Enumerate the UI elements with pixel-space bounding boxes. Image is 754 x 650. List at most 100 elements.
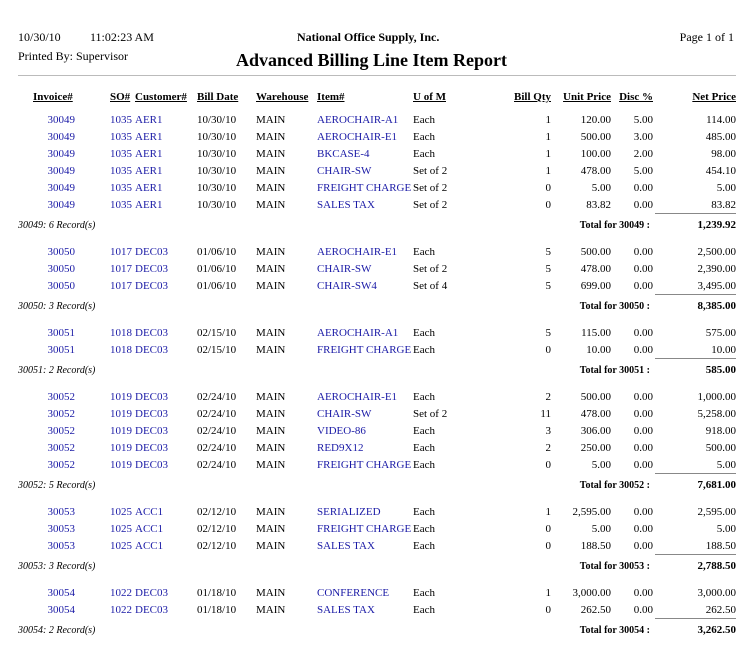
cell: 30052 [47, 391, 76, 403]
column-header: Customer# [135, 91, 187, 103]
cell: 0 [545, 344, 552, 356]
cell: 30054 [47, 604, 76, 616]
cell: DEC03 [135, 587, 168, 599]
cell: 5,258.00 [697, 408, 737, 420]
cell: 1 [545, 506, 552, 518]
cell: 30049 [47, 165, 76, 177]
cell: 5 [545, 263, 552, 275]
cell: 1025 [110, 506, 132, 518]
cell: 1 [545, 131, 552, 143]
cell: 500.00 [580, 246, 611, 258]
cell: AEROCHAIR-E1 [317, 131, 398, 143]
cell: DEC03 [135, 344, 168, 356]
cell: 575.00 [705, 327, 736, 339]
cell: MAIN [256, 114, 286, 126]
cell: 5.00 [716, 459, 736, 471]
cell: 01/06/10 [197, 280, 237, 292]
cell: 01/18/10 [197, 587, 237, 599]
cell: 3.00 [633, 131, 653, 143]
cell: DEC03 [135, 425, 168, 437]
cell: 1 [545, 587, 552, 599]
cell: Each [413, 391, 435, 403]
group-total: 7,681.00 [697, 479, 737, 491]
total-rule [655, 473, 736, 474]
cell: 188.50 [705, 540, 736, 552]
cell: 30052 [47, 425, 76, 437]
cell: MAIN [256, 604, 286, 616]
column-header: U of M [413, 91, 446, 103]
cell: 2,500.00 [697, 246, 737, 258]
cell: 10/30/10 [197, 182, 237, 194]
total-rule [655, 358, 736, 359]
cell: MAIN [256, 344, 286, 356]
cell: 0.00 [633, 182, 653, 194]
cell: CONFERENCE [317, 587, 390, 599]
cell: AEROCHAIR-E1 [317, 391, 398, 403]
cell: 02/12/10 [197, 506, 237, 518]
cell: 2 [545, 391, 552, 403]
cell: 0.00 [633, 391, 653, 403]
cell: 5 [545, 327, 552, 339]
column-header: Bill Date [197, 91, 239, 103]
cell: 0.00 [633, 425, 653, 437]
cell: 30049 [47, 114, 76, 126]
cell: 1018 [110, 344, 132, 356]
report-title: Advanced Billing Line Item Report [236, 50, 508, 70]
cell: Each [413, 425, 435, 437]
cell: 1,000.00 [697, 391, 737, 403]
cell: AER1 [135, 148, 163, 160]
printed-by: Printed By: Supervisor [18, 49, 128, 63]
cell: 0.00 [633, 442, 653, 454]
cell: 0.00 [633, 199, 653, 211]
cell: MAIN [256, 391, 286, 403]
cell: 114.00 [706, 114, 736, 126]
cell: 5 [545, 246, 552, 258]
cell: CHAIR-SW4 [317, 280, 377, 292]
cell: 10/30/10 [197, 148, 237, 160]
cell: AER1 [135, 165, 163, 177]
group-summary: 30052: 5 Record(s) [18, 480, 96, 491]
cell: 3,000.00 [697, 587, 737, 599]
cell: Each [413, 114, 435, 126]
cell: AEROCHAIR-E1 [317, 246, 398, 258]
cell: 1035 [110, 131, 132, 143]
cell: 30052 [47, 408, 76, 420]
cell: 485.00 [705, 131, 736, 143]
cell: DEC03 [135, 604, 168, 616]
cell: Each [413, 148, 435, 160]
cell: 02/12/10 [197, 523, 237, 535]
column-header: Disc % [619, 91, 653, 103]
cell: DEC03 [135, 442, 168, 454]
cell: 30050 [47, 263, 76, 275]
cell: 0.00 [633, 506, 653, 518]
cell: Set of 4 [413, 280, 448, 292]
cell: 1017 [110, 246, 132, 258]
cell: FREIGHT CHARGE [317, 182, 412, 194]
cell: 0 [545, 459, 552, 471]
group-total: 3,262.50 [697, 624, 737, 636]
cell: 30050 [47, 280, 76, 292]
total-label: Total for 30051 : [579, 365, 650, 376]
cell: MAIN [256, 523, 286, 535]
cell: 5.00 [591, 182, 611, 194]
cell: 5.00 [716, 182, 736, 194]
cell: 02/15/10 [197, 344, 237, 356]
cell: Each [413, 344, 435, 356]
group-total: 2,788.50 [697, 560, 737, 572]
cell: 918.00 [705, 425, 736, 437]
company-name: National Office Supply, Inc. [297, 30, 440, 44]
cell: VIDEO-86 [317, 425, 366, 437]
cell: 2,390.00 [697, 263, 737, 275]
cell: 478.00 [580, 165, 611, 177]
cell: 5.00 [633, 114, 653, 126]
cell: 1019 [110, 408, 132, 420]
cell: Each [413, 246, 435, 258]
cell: 1022 [110, 587, 132, 599]
cell: 02/12/10 [197, 540, 237, 552]
cell: 1 [545, 148, 552, 160]
cell: AER1 [135, 114, 163, 126]
cell: 500.00 [580, 391, 611, 403]
cell: AER1 [135, 182, 163, 194]
cell: 0.00 [633, 540, 653, 552]
cell: 02/24/10 [197, 459, 237, 471]
